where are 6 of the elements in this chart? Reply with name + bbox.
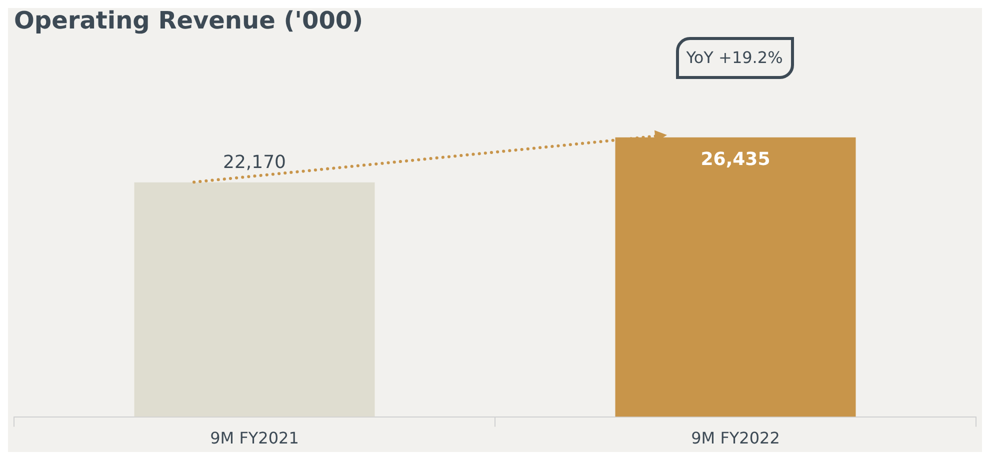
chart-title: Operating Revenue ('000) [14, 6, 364, 35]
x-tick-label: 9M FY2022 [691, 428, 780, 448]
x-tick-label: 9M FY2021 [210, 428, 299, 448]
data-label: 22,170 [223, 152, 286, 174]
data-label: 26,435 [700, 149, 770, 170]
callout-box: YoY +19.2% [676, 37, 794, 80]
